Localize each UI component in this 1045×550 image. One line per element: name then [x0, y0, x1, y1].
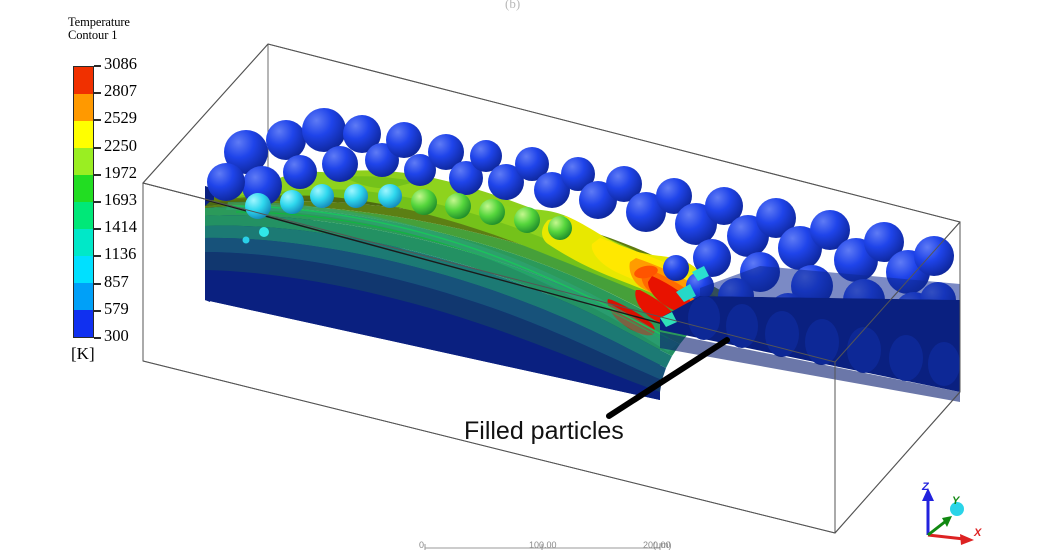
- axis-triad[interactable]: Z Y X: [900, 473, 1010, 550]
- legend-tick-mark: [94, 65, 101, 67]
- legend-tick-label: 1136: [104, 244, 137, 264]
- colorbar-band-3: [74, 148, 93, 175]
- colorbar-band-4: [74, 175, 93, 202]
- legend-tick-mark: [94, 201, 101, 203]
- legend-tick-label: 1693: [104, 190, 137, 209]
- scale-ruler-bar: [424, 544, 661, 550]
- scale-ruler-tick-0: 0: [419, 540, 425, 550]
- legend-tick-mark: [94, 173, 101, 176]
- axis-triad-arrows: [922, 488, 974, 545]
- legend-tick-label: 857: [104, 271, 129, 291]
- legend-tick-mark: [94, 146, 101, 149]
- annotation-leader-line: [606, 337, 730, 419]
- scan-track-line: [205, 199, 723, 341]
- legend-tick-mark: [94, 309, 101, 312]
- colorbar-band-2: [74, 121, 93, 148]
- legend-colorbar: [73, 66, 94, 338]
- temperature-legend: Temperature Contour 1 3086 2807 2529 2250 19…: [68, 15, 188, 364]
- legend-tick-mark: [94, 337, 101, 339]
- legend-tick-mark: [94, 255, 101, 258]
- axis-label-x: X: [974, 527, 982, 539]
- scale-ruler-units: (um): [653, 540, 672, 550]
- colorbar-band-1: [74, 94, 93, 121]
- legend-tick-label: 1414: [104, 217, 137, 237]
- colorbar-band-0: [74, 67, 93, 94]
- powder-bed-front-face: [660, 266, 960, 402]
- figure-caption: (b): [505, 0, 521, 11]
- legend-tick-mark: [94, 282, 101, 285]
- legend-tick-label: 579: [104, 298, 129, 318]
- axis-label-z: Z: [922, 481, 929, 493]
- colorbar-band-6: [74, 229, 93, 256]
- scale-ruler-tick-2: 200.00: [643, 540, 671, 550]
- legend-tick-label: 1972: [104, 162, 137, 182]
- scale-ruler: (um) 0 100.00 200.00: [405, 536, 695, 550]
- legend-title: Temperature Contour 1: [68, 15, 130, 42]
- legend-tick-label: 3086: [104, 54, 137, 73]
- legend-tick-label: 2807: [104, 81, 137, 101]
- legend-tick-label: 2250: [104, 135, 137, 155]
- colorbar-band-5: [74, 202, 93, 229]
- colorbar-band-8: [74, 283, 93, 310]
- legend-tick-mark: [94, 228, 101, 231]
- legend-tick-mark: [94, 92, 101, 95]
- annotation-filled-particles: Filled particles: [464, 417, 624, 445]
- axis-label-y: Y: [952, 495, 960, 507]
- legend-tick-label: 2529: [104, 108, 137, 128]
- legend-tick-container: 3086 2807 2529 2250 1972 1693 1414 1136 857 579 30…: [94, 55, 186, 345]
- legend-tick-mark: [94, 119, 101, 122]
- legend-units-label: [K]: [71, 344, 95, 363]
- legend-tick-label: 300: [104, 326, 129, 345]
- domain-box-front-edges: [142, 43, 961, 534]
- colorbar-band-7: [74, 256, 93, 283]
- colorbar-band-9: [74, 310, 93, 337]
- scale-ruler-tick-1: 100.00: [529, 540, 557, 550]
- spatter-droplets: [242, 227, 709, 327]
